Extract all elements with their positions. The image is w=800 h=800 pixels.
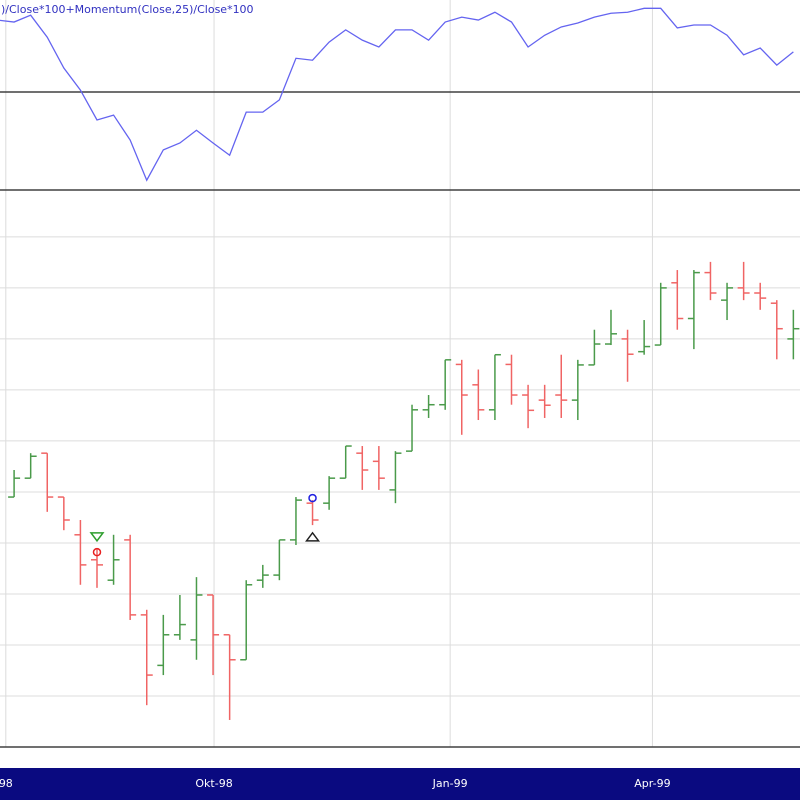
- signal-circle: [308, 493, 317, 503]
- signal-triangle: [89, 532, 105, 543]
- indicator-line: [0, 7, 794, 182]
- x-tick-label: Okt-98: [195, 777, 232, 790]
- date-bar: [0, 768, 800, 800]
- x-tick-label: 98: [0, 777, 13, 790]
- x-tick-label: Jan-99: [432, 777, 468, 790]
- signal-triangle: [305, 531, 321, 542]
- signal-circle: [92, 547, 102, 557]
- x-tick-label: Apr-99: [634, 777, 670, 790]
- indicator-title: 5)/Close*100+Momentum(Close,25)/Close*10…: [0, 3, 254, 16]
